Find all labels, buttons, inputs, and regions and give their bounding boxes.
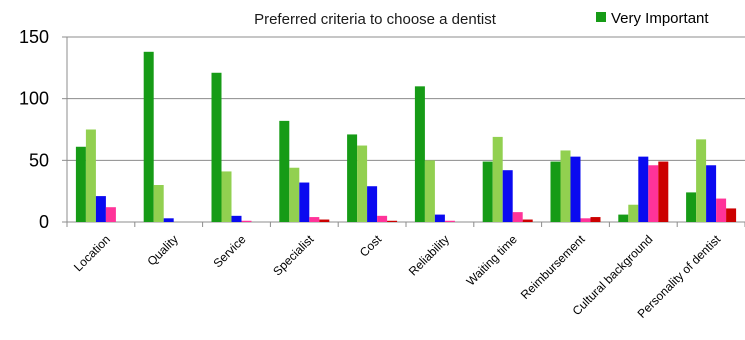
bars xyxy=(75,51,737,223)
bar xyxy=(143,51,154,222)
bar xyxy=(618,214,629,222)
bar xyxy=(105,207,116,222)
y-tick-label: 0 xyxy=(39,212,49,232)
bar xyxy=(696,139,707,222)
bar xyxy=(512,212,523,222)
bar xyxy=(726,208,737,222)
bar xyxy=(387,220,398,222)
bar xyxy=(347,134,358,222)
x-tick-label: Reimbursement xyxy=(518,232,588,302)
gridlines xyxy=(67,36,745,161)
bar xyxy=(686,192,697,222)
y-tick-labels: 0 50 100 150 xyxy=(19,27,49,232)
bar xyxy=(492,136,503,222)
bar xyxy=(648,165,659,222)
bar xyxy=(357,145,368,222)
x-tick-labels: Location Quality Service Specialist Cost Reli… xyxy=(71,232,724,321)
bar xyxy=(716,198,727,222)
legend-label: Very Important xyxy=(611,10,709,27)
bar xyxy=(163,218,174,222)
bar xyxy=(502,170,513,222)
bar xyxy=(414,86,425,222)
bar xyxy=(628,204,639,222)
bar xyxy=(658,161,669,222)
bar xyxy=(309,217,320,222)
legend-swatch xyxy=(596,12,606,22)
y-tick-label: 100 xyxy=(19,89,49,109)
bar xyxy=(482,161,493,222)
x-tick-label: Service xyxy=(210,232,248,270)
bar xyxy=(377,215,388,222)
bar xyxy=(367,186,378,222)
bar xyxy=(424,160,435,222)
bar xyxy=(590,217,601,222)
bar xyxy=(279,120,290,222)
x-tick-label: Cost xyxy=(357,232,385,260)
bar xyxy=(299,182,310,222)
bar xyxy=(638,156,649,222)
bar xyxy=(706,165,717,222)
bar xyxy=(444,220,455,222)
x-tick-label: Reliability xyxy=(406,232,452,278)
x-tick-label: Specialist xyxy=(270,232,317,279)
x-tick-label: Waiting time xyxy=(464,232,520,288)
x-tick-label: Location xyxy=(71,232,113,274)
bar xyxy=(289,167,300,222)
bar xyxy=(522,219,533,222)
bar xyxy=(75,146,86,222)
y-tick-label: 50 xyxy=(29,150,49,170)
bar xyxy=(434,214,445,222)
chart-title: Preferred criteria to choose a dentist xyxy=(254,11,497,28)
bar xyxy=(231,215,242,222)
legend: Very Important xyxy=(596,10,709,27)
bar xyxy=(550,161,561,222)
bar xyxy=(319,219,330,222)
x-tick-label: Quality xyxy=(145,232,181,268)
bar xyxy=(560,150,571,222)
bar xyxy=(221,171,232,222)
bar xyxy=(570,156,581,222)
bar xyxy=(211,72,222,223)
y-tick-label: 150 xyxy=(19,27,49,47)
bar xyxy=(241,220,252,222)
bar xyxy=(153,185,164,222)
bar xyxy=(95,196,106,222)
bar xyxy=(85,129,96,222)
bar xyxy=(580,218,591,222)
